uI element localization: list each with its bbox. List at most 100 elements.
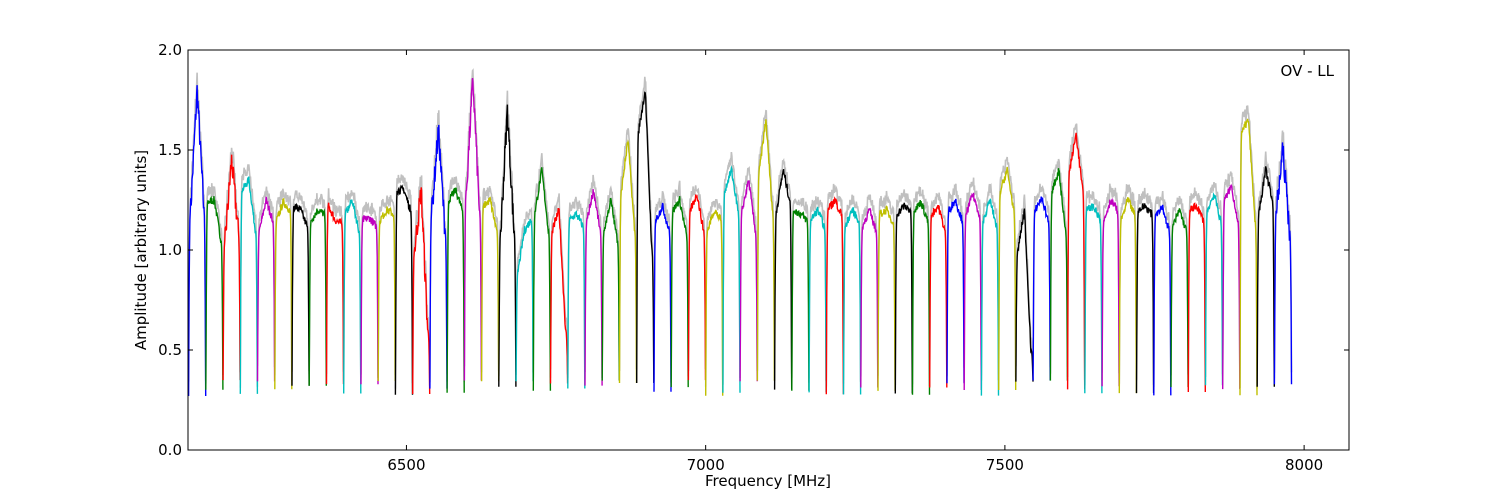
channel-line [325,202,345,385]
channel-line [256,196,276,382]
channel-line [1204,192,1224,386]
background-channel-line [239,164,259,388]
channel-line [1135,202,1155,394]
channel-line [429,124,448,389]
x-axis-label: Frequency [MHz] [705,472,831,490]
channel-line [567,210,586,389]
channel-line [808,206,827,393]
background-channel-line [205,183,224,384]
channel-line [1032,196,1051,381]
background-channel-line [1135,187,1155,385]
background-channel-line [291,190,310,372]
channel-line [480,196,500,382]
channel-line [653,202,672,392]
channel-line [515,218,534,382]
channel-line [584,189,603,386]
background-channel-line [670,180,689,380]
background-channel-line [377,195,396,375]
channel-line [911,199,931,395]
background-channel-line [222,147,241,373]
background-channel-line [980,183,1000,381]
background-channel-line [722,152,741,385]
channel-line [291,202,310,386]
y-tick-label: 1.0 [158,241,182,259]
channel-line [1118,197,1138,394]
channel-line [946,198,965,384]
channel-line [842,207,862,395]
channel-line [463,78,483,381]
channel-line [705,209,724,396]
background-channel-line [274,188,293,382]
background-channel-line [860,194,879,379]
y-axis-label: Amplitude [arbitrary units] [132,150,150,350]
channel-line [825,196,845,395]
x-tick-label: 7000 [687,456,725,474]
channel-line [1256,166,1275,387]
channel-line [1239,118,1258,396]
channel-line [239,176,259,394]
gray-background-trace [187,68,1293,389]
background-channel-line [653,190,672,383]
background-channel-line [325,188,345,375]
background-channel-line [997,156,1017,378]
channel-line [1015,208,1034,382]
background-channel-line [1204,182,1224,378]
background-channel-line [1221,171,1241,379]
background-channel-line [825,183,845,387]
background-channel-line [1118,184,1138,384]
background-channel-line [1153,191,1172,387]
background-channel-line [480,186,500,373]
channel-line [756,119,776,381]
tick-layer: 6500 7000 7500 8000 0.0 0.5 1.0 1.5 2.0 [158,41,1349,474]
background-channel-line [360,201,379,378]
background-channel-line [601,185,621,374]
background-channel-line [342,190,362,382]
background-channel-line [1187,187,1207,385]
channel-line [963,192,982,391]
background-channel-line [584,174,603,379]
background-channel-line [791,197,810,383]
background-channel-line [1239,105,1258,389]
y-tick-label: 0.0 [158,441,182,459]
channel-line [980,198,1000,396]
series-layer [187,68,1293,397]
channel-line [1066,132,1086,390]
channel-line [791,209,810,391]
channel-line [360,214,379,385]
background-channel-line [963,177,983,383]
channel-line [894,202,913,394]
x-tick-label: 7500 [986,456,1024,474]
channel-line [1170,208,1189,388]
channel-line [446,187,465,393]
background-channel-line [687,185,707,372]
background-channel-line [1170,195,1189,376]
channel-line [549,208,569,384]
background-channel-line [308,193,328,377]
background-channel-line [394,174,414,389]
background-channel-line [877,190,896,381]
channel-line [773,169,793,390]
background-channel-line [808,196,827,381]
background-channel-line [1049,158,1069,374]
channel-line [670,196,689,388]
channel-line [687,194,707,381]
channel-line [636,91,655,384]
channel-line [1153,204,1172,396]
channel-line [1084,203,1103,394]
channel-line [205,195,224,390]
channel-line [601,197,620,381]
background-channel-line [567,196,586,380]
channel-line [274,198,293,390]
channel-line [394,184,414,395]
background-channel-line [773,157,793,381]
channel-line [412,187,431,395]
channel-line [877,205,896,391]
channel-line [929,204,948,388]
y-tick-label: 0.5 [158,341,182,359]
background-channel-line [946,183,965,376]
channel-line [1101,197,1120,387]
channel-line [222,154,241,381]
channel-line [1187,202,1206,393]
channel-line [532,167,552,391]
